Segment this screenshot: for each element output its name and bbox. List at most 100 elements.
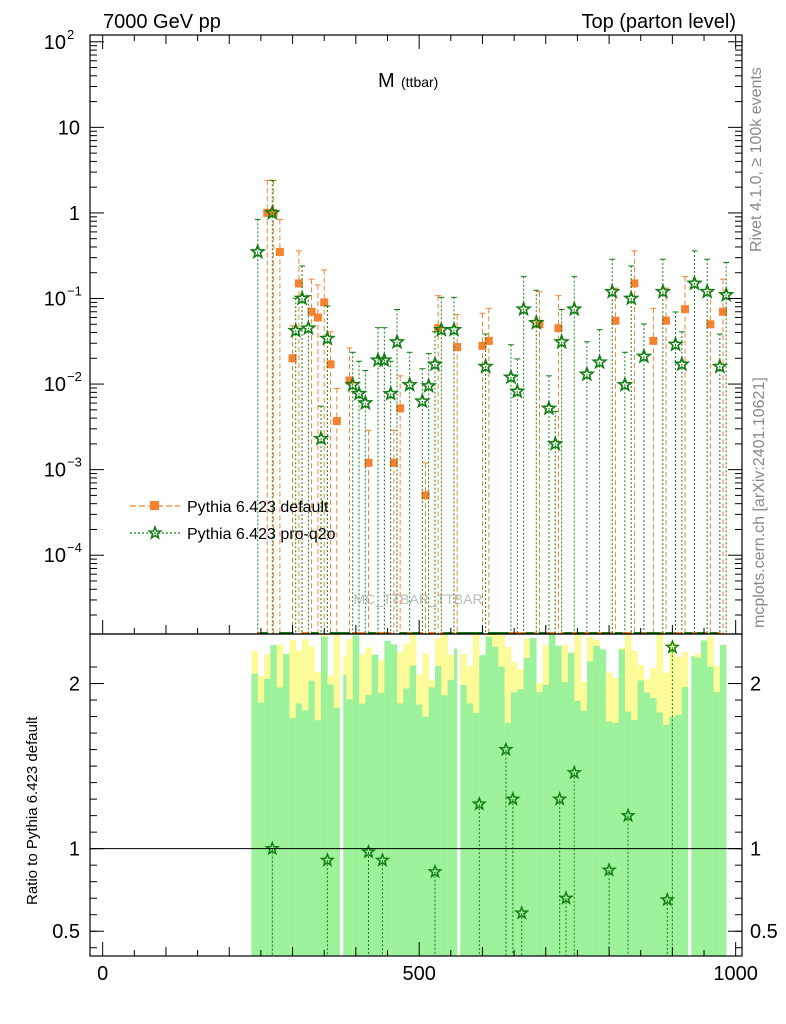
pro-q2o-point bbox=[413, 392, 431, 409]
ratio-band-green bbox=[434, 666, 442, 956]
default-point bbox=[294, 279, 303, 288]
ratio-band-green bbox=[612, 722, 619, 956]
ratio-band-green bbox=[340, 674, 347, 956]
y-tick-exponent: 2 bbox=[67, 27, 74, 42]
default-point bbox=[396, 404, 405, 413]
pro-q2o-point bbox=[312, 429, 330, 446]
ratio-point bbox=[551, 790, 568, 806]
pro-q2o-point bbox=[591, 353, 608, 370]
ratio-band-green bbox=[510, 692, 518, 956]
ratio-band-green bbox=[416, 704, 423, 956]
main-marks bbox=[249, 179, 735, 634]
y-tick-label: 1 bbox=[69, 203, 80, 225]
ratio-y-tick-label-right: 1 bbox=[750, 839, 761, 861]
ratio-band-green bbox=[447, 679, 455, 956]
ratio-point bbox=[620, 807, 636, 823]
pro-q2o-point bbox=[654, 282, 672, 299]
pro-q2o-point bbox=[502, 368, 520, 385]
default-point bbox=[630, 279, 639, 288]
default-point bbox=[320, 298, 329, 307]
ratio-band-green bbox=[624, 711, 632, 956]
ratio-band-gap bbox=[457, 634, 461, 956]
pro-q2o-point bbox=[287, 321, 305, 338]
pro-q2o-point bbox=[376, 351, 393, 368]
ratio-band-green bbox=[662, 724, 670, 956]
ratio-band-green bbox=[517, 689, 524, 956]
pro-q2o-point bbox=[527, 314, 545, 330]
pro-q2o-point bbox=[350, 385, 368, 401]
ratio-point bbox=[427, 863, 443, 879]
ratio-band-green bbox=[276, 687, 284, 956]
pro-q2o-point bbox=[578, 365, 596, 382]
ratio-band-green bbox=[548, 634, 556, 956]
pro-q2o-point bbox=[553, 333, 570, 350]
pro-q2o-point bbox=[318, 329, 336, 346]
watermark: MC_TTBAR_TTBAR bbox=[353, 591, 482, 607]
ratio-y-tick-label: 0.5 bbox=[52, 921, 80, 943]
pro-q2o-point bbox=[603, 282, 621, 299]
default-point bbox=[421, 491, 430, 500]
ratio-band-green bbox=[295, 703, 303, 956]
y-tick-exponent: −4 bbox=[67, 540, 82, 555]
ratio-band-green bbox=[694, 657, 702, 956]
ratio-band-green bbox=[707, 666, 714, 956]
pro-q2o-point bbox=[382, 385, 400, 401]
ratio-band-green bbox=[397, 703, 404, 956]
default-point bbox=[662, 316, 671, 325]
ratio-band-green bbox=[529, 637, 537, 956]
default-point bbox=[332, 417, 341, 426]
pro-q2o-point bbox=[711, 357, 729, 374]
ratio-band-green bbox=[567, 652, 575, 956]
ratio-band-green bbox=[441, 695, 448, 956]
ratio-band-gap bbox=[688, 634, 692, 956]
ratio-point bbox=[471, 796, 487, 811]
ratio-frame bbox=[89, 633, 743, 957]
frames bbox=[89, 34, 743, 957]
x-tick-label: 0 bbox=[97, 963, 108, 985]
ratio-band-green bbox=[264, 678, 271, 956]
y-tick-label: 10 bbox=[44, 460, 66, 482]
pro-q2o-point bbox=[540, 399, 558, 416]
ratio-band-green bbox=[593, 645, 600, 956]
default-point bbox=[478, 341, 487, 350]
y-tick-exponent: −1 bbox=[67, 283, 82, 298]
ratio-band-green bbox=[536, 692, 543, 956]
default-point bbox=[288, 354, 297, 363]
pro-q2o-point bbox=[432, 321, 450, 337]
pro-q2o-point bbox=[616, 376, 634, 392]
pro-q2o-point bbox=[293, 289, 311, 306]
y-tick-exponent: −2 bbox=[67, 369, 82, 384]
pro-q2o-point bbox=[357, 394, 374, 411]
y-tick-label: 10 bbox=[58, 117, 80, 139]
ratio-band-green bbox=[491, 646, 499, 956]
y-tick-label: 10 bbox=[44, 32, 66, 54]
ratio-band-green bbox=[542, 684, 550, 956]
legend-marker-pro-q2o bbox=[147, 524, 163, 540]
ratio-point bbox=[601, 861, 617, 877]
pro-q2o-point bbox=[515, 300, 533, 317]
ratio-band-green bbox=[460, 684, 467, 956]
ratio-band-green bbox=[428, 687, 436, 956]
pro-q2o-point bbox=[249, 243, 267, 260]
default-point bbox=[453, 343, 462, 352]
pro-q2o-point bbox=[420, 377, 437, 394]
ratio-point bbox=[264, 840, 281, 856]
ratio-band-green bbox=[466, 703, 474, 956]
ratio-band-green bbox=[681, 687, 689, 956]
ratio-y-tick-label: 2 bbox=[69, 674, 80, 696]
pro-q2o-point bbox=[667, 335, 684, 352]
default-point bbox=[263, 208, 272, 217]
legend: Pythia 6.423 default Pythia 6.423 pro-q2… bbox=[130, 499, 336, 543]
ratio-bands bbox=[251, 634, 727, 956]
y-tick-exponent: −3 bbox=[67, 455, 82, 470]
chart-subtitle: (ttbar) bbox=[401, 74, 438, 90]
pro-q2o-point bbox=[263, 204, 281, 221]
default-point bbox=[681, 305, 690, 314]
ratio-band-green bbox=[371, 654, 379, 956]
legend-marker-default bbox=[150, 501, 159, 510]
ratio-band-green bbox=[422, 716, 429, 956]
ratio-point bbox=[558, 890, 574, 905]
pro-q2o-point bbox=[299, 319, 317, 336]
rivet-label: Rivet 4.1.0, ≥ 100k events bbox=[748, 67, 765, 252]
x-tick-label: 500 bbox=[402, 963, 435, 985]
